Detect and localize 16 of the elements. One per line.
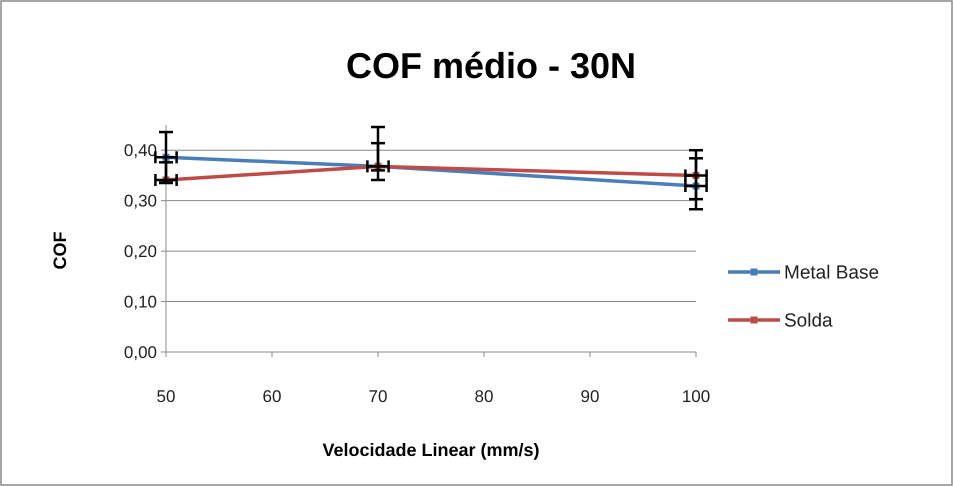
chart-title: COF médio - 30N [346,45,636,86]
legend-label: Solda [784,310,834,332]
x-tick-label: 70 [368,387,388,406]
y-tick-label: 0,30 [124,192,157,211]
x-tick-label: 80 [474,387,494,406]
y-tick-label: 0,00 [124,342,157,362]
x-tick-label: 50 [156,387,176,406]
y-tick-label: 0,40 [124,141,157,160]
x-tick-label: 60 [262,387,282,406]
x-tick-label: 100 [682,387,710,406]
y-axis-title: COF [50,232,70,270]
legend-label: Metal Base [784,262,880,284]
x-axis-title: Velocidade Linear (mm/s) [322,440,540,460]
x-tick-label: 90 [580,387,600,406]
y-tick-label: 0,10 [124,292,157,312]
y-tick-label: 0,20 [124,242,157,262]
